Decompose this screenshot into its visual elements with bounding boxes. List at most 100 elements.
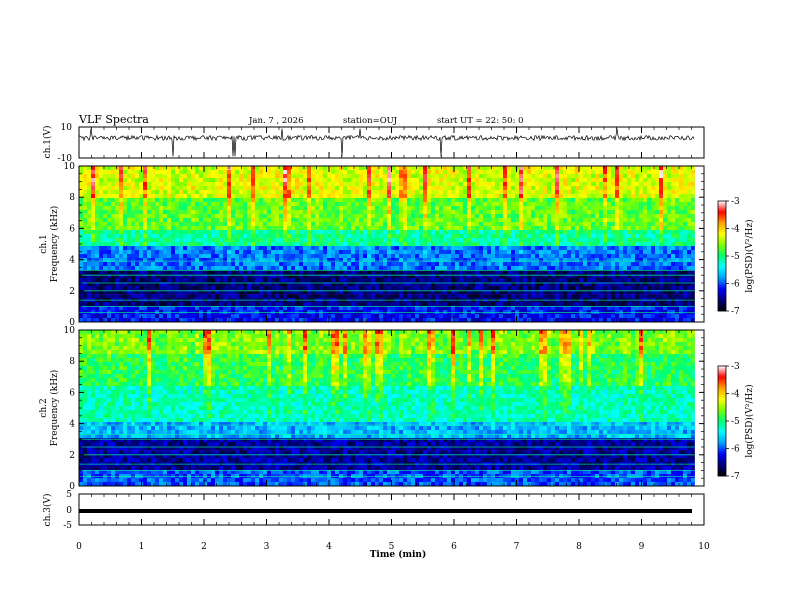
spectrogram-cell bbox=[659, 254, 664, 259]
spectrogram-cell bbox=[367, 166, 372, 171]
spectrogram-cell bbox=[683, 182, 688, 187]
spectrogram-cell bbox=[151, 234, 156, 239]
spectrogram-cell bbox=[359, 178, 364, 183]
spectrogram-cell bbox=[639, 190, 644, 195]
spectrogram-cell bbox=[371, 190, 376, 195]
spectrogram-cell bbox=[391, 174, 396, 179]
spectrogram-cell bbox=[443, 198, 448, 203]
spectrogram-cell bbox=[459, 166, 464, 171]
spectrogram-cell bbox=[407, 170, 412, 175]
spectrogram-cell bbox=[203, 278, 208, 283]
spectrogram-cell bbox=[683, 214, 688, 219]
spectrogram-cell bbox=[547, 270, 552, 275]
spectrogram-cell bbox=[691, 198, 695, 203]
spectrogram-cell bbox=[123, 226, 128, 231]
spectrogram-cell bbox=[627, 182, 632, 187]
spectrogram-cell bbox=[615, 246, 620, 251]
spectrogram-cell bbox=[107, 170, 112, 175]
spectrogram-cell bbox=[595, 218, 600, 223]
spectrogram-cell bbox=[239, 198, 244, 203]
spectrogram-cell bbox=[347, 182, 352, 187]
spectrogram-cell bbox=[491, 186, 496, 191]
spectrogram-cell bbox=[107, 194, 112, 199]
spectrogram-cell bbox=[411, 186, 416, 191]
spectrogram-cell bbox=[359, 230, 364, 235]
spectrogram-cell bbox=[427, 270, 432, 275]
spectrogram-cell bbox=[107, 186, 112, 191]
spectrogram-cell bbox=[563, 234, 568, 239]
spectrogram-cell bbox=[375, 170, 380, 175]
spectrogram-cell bbox=[423, 290, 428, 295]
spectrogram-cell bbox=[603, 218, 608, 223]
spectrogram-cell bbox=[495, 206, 500, 211]
spectrogram-cell bbox=[479, 214, 484, 219]
spectrogram-cell bbox=[547, 202, 552, 207]
spectrogram-cell bbox=[623, 210, 628, 215]
spectrogram-cell bbox=[199, 166, 204, 171]
spectrogram-cell bbox=[379, 274, 384, 279]
spectrogram-cell bbox=[295, 214, 300, 219]
spectrogram-cell bbox=[175, 178, 180, 183]
spectrogram-cell bbox=[479, 178, 484, 183]
spectrogram-cell bbox=[423, 246, 428, 251]
spectrogram-cell bbox=[191, 246, 196, 251]
spectrogram-cell bbox=[275, 238, 280, 243]
spectrogram-cell bbox=[231, 266, 236, 271]
spectrogram-cell bbox=[227, 190, 232, 195]
spectrogram-cell bbox=[355, 214, 360, 219]
spectrogram-cell bbox=[199, 234, 204, 239]
spectrogram-cell bbox=[475, 262, 480, 267]
spectrogram-cell bbox=[519, 274, 524, 279]
spectrogram-cell bbox=[231, 230, 236, 235]
spectrogram-cell bbox=[635, 218, 640, 223]
spectrogram-cell bbox=[227, 182, 232, 187]
spectrogram-cell bbox=[571, 222, 576, 227]
spectrogram-cell bbox=[307, 214, 312, 219]
spectrogram-cell bbox=[387, 178, 392, 183]
spectrogram-cell bbox=[431, 214, 436, 219]
spectrogram-cell bbox=[615, 166, 620, 171]
spectrogram-cell bbox=[171, 190, 176, 195]
spectrogram-cell bbox=[143, 202, 148, 207]
spectrogram-cell bbox=[439, 250, 444, 255]
spectrogram-cell bbox=[179, 246, 184, 251]
spectrogram-cell bbox=[643, 170, 648, 175]
spectrogram-cell bbox=[79, 246, 84, 251]
spectrogram-cell bbox=[135, 206, 140, 211]
spectrogram-cell bbox=[295, 278, 300, 283]
spectrogram-cell bbox=[583, 206, 588, 211]
spectrogram-cell bbox=[427, 194, 432, 199]
spectrogram-cell bbox=[435, 174, 440, 179]
spectrogram-cell bbox=[507, 198, 512, 203]
spectrogram-cell bbox=[415, 198, 420, 203]
spectrogram-cell bbox=[483, 282, 488, 287]
spectrogram-cell bbox=[647, 214, 652, 219]
spectrogram-cell bbox=[639, 282, 644, 287]
spectrogram-cell bbox=[187, 234, 192, 239]
spectrogram-cell bbox=[279, 294, 284, 299]
spectrogram-cell bbox=[223, 294, 228, 299]
spectrogram-cell bbox=[251, 230, 256, 235]
spectrogram-cell bbox=[195, 190, 200, 195]
spectrogram-cell bbox=[199, 266, 204, 271]
spectrogram-cell bbox=[411, 206, 416, 211]
spectrogram-cell bbox=[511, 178, 516, 183]
spectrogram-cell bbox=[283, 194, 288, 199]
spectrogram-cell bbox=[455, 166, 460, 171]
spectrogram-cell bbox=[379, 166, 384, 171]
spectrogram-cell bbox=[95, 286, 100, 291]
spectrogram-cell bbox=[591, 226, 596, 231]
spectrogram-cell bbox=[323, 278, 328, 283]
spectrogram-cell bbox=[247, 254, 252, 259]
spectrogram-cell bbox=[527, 258, 532, 263]
spectrogram-cell bbox=[399, 234, 404, 239]
spectrogram-cell bbox=[259, 242, 264, 247]
spectrogram-cell bbox=[319, 234, 324, 239]
spectrogram-cell bbox=[267, 266, 272, 271]
spectrogram-cell bbox=[671, 190, 676, 195]
spectrogram-cell bbox=[567, 178, 572, 183]
spectrogram-cell bbox=[459, 182, 464, 187]
spectrogram-cell bbox=[543, 186, 548, 191]
spectrogram-cell bbox=[207, 222, 212, 227]
spectrogram-cell bbox=[659, 246, 664, 251]
